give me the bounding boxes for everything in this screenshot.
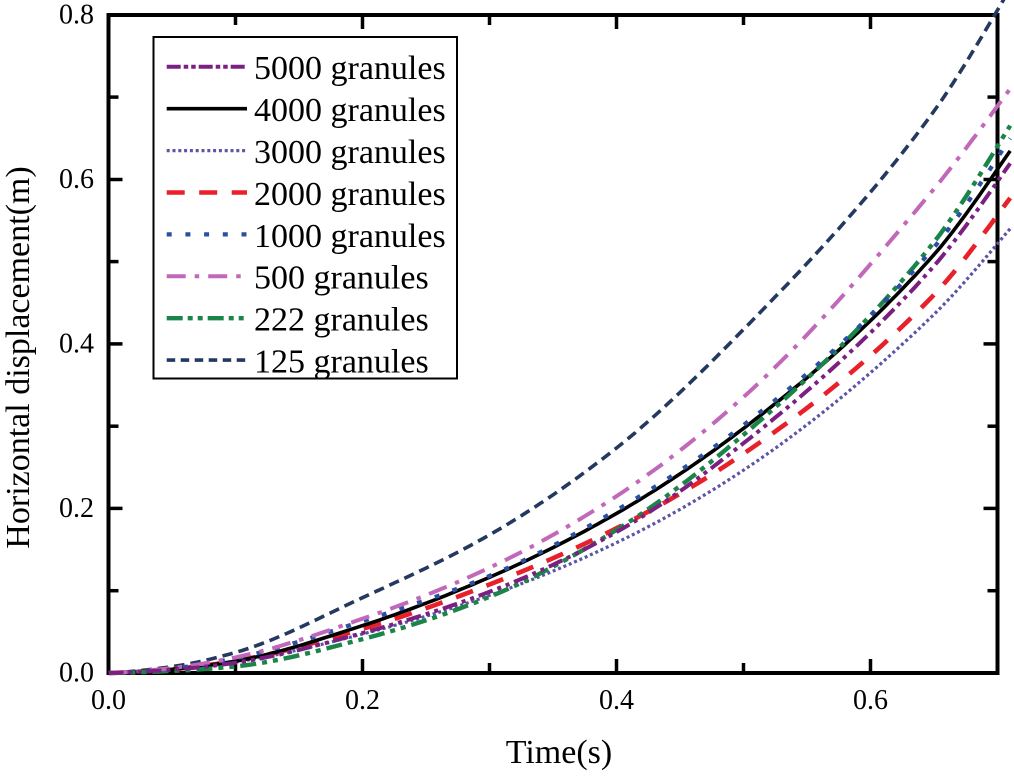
svg-text:500 granules: 500 granules <box>254 260 429 297</box>
svg-text:0.0: 0.0 <box>91 685 126 716</box>
svg-text:Horizontal displacement(m): Horizontal displacement(m) <box>0 166 37 548</box>
svg-text:0.0: 0.0 <box>59 658 94 689</box>
svg-text:0.2: 0.2 <box>59 493 94 524</box>
svg-text:0.6: 0.6 <box>59 164 94 195</box>
svg-text:0.4: 0.4 <box>599 685 634 716</box>
svg-text:2000 granules: 2000 granules <box>254 176 446 213</box>
svg-text:0.8: 0.8 <box>59 0 94 31</box>
svg-text:0.6: 0.6 <box>853 685 888 716</box>
svg-text:0.4: 0.4 <box>59 329 94 360</box>
svg-text:5000 granules: 5000 granules <box>254 50 446 87</box>
svg-text:222 granules: 222 granules <box>254 302 429 339</box>
svg-text:Time(s): Time(s) <box>506 734 612 771</box>
svg-text:3000 granules: 3000 granules <box>254 134 446 171</box>
svg-text:4000 granules: 4000 granules <box>254 92 446 129</box>
svg-text:125 granules: 125 granules <box>254 344 429 381</box>
svg-text:0.2: 0.2 <box>345 685 380 716</box>
svg-text:1000 granules: 1000 granules <box>254 218 446 255</box>
